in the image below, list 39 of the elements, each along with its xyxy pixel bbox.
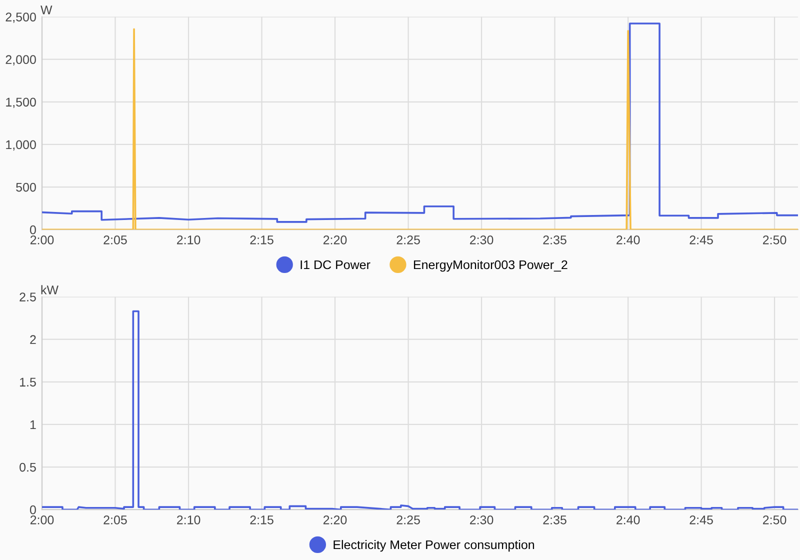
- x-tick-label: 2:00: [30, 235, 54, 244]
- y-axis-title: kW: [41, 285, 58, 294]
- x-tick-label: 2:25: [396, 515, 420, 524]
- x-tick-label: 2:20: [323, 235, 347, 244]
- y-tick-label: 1.5: [20, 378, 36, 387]
- x-tick-label: 2:10: [177, 235, 200, 244]
- y-tick-label: 2,500: [6, 12, 36, 23]
- x-tick-label: 2:35: [543, 235, 566, 244]
- x-tick-label: 2:45: [690, 235, 713, 244]
- x-tick-label: 2:50: [762, 235, 786, 244]
- y-tick-label: 2,000: [6, 55, 36, 66]
- x-tick-label: 2:45: [690, 515, 713, 524]
- x-tick-label: 2:35: [543, 515, 566, 524]
- y-tick-label: 0.5: [20, 462, 36, 472]
- x-tick-label: 2:10: [177, 515, 200, 524]
- legend-label: EnergyMonitor003 Power_2: [414, 260, 568, 272]
- x-tick-label: 2:50: [762, 515, 786, 524]
- x-tick-label: 2:00: [30, 515, 54, 524]
- y-axis-title: W: [40, 6, 52, 14]
- y-tick-label: 2.5: [20, 292, 36, 302]
- x-tick-label: 2:15: [250, 235, 274, 244]
- y-tick-label: 1: [30, 420, 36, 430]
- y-tick-label: 0: [30, 225, 36, 234]
- y-tick-label: 1,500: [6, 98, 36, 108]
- x-tick-label: 2:40: [616, 515, 640, 524]
- x-tick-label: 2:05: [104, 235, 127, 244]
- x-tick-label: 2:30: [470, 235, 494, 244]
- legend-label: Electricity Meter Power consumption: [334, 540, 534, 552]
- x-tick-label: 2:40: [616, 235, 640, 244]
- y-tick-label: 1,000: [6, 140, 36, 151]
- y-tick-label: 0: [30, 505, 36, 514]
- x-tick-label: 2:25: [396, 235, 420, 244]
- y-tick-label: 2: [30, 335, 36, 344]
- legend-label: I1 DC Power: [300, 260, 370, 270]
- x-tick-label: 2:30: [470, 515, 494, 524]
- x-tick-label: 2:15: [250, 515, 274, 524]
- y-tick-label: 500: [16, 182, 36, 192]
- x-tick-label: 2:05: [104, 515, 127, 524]
- x-tick-label: 2:20: [323, 515, 347, 524]
